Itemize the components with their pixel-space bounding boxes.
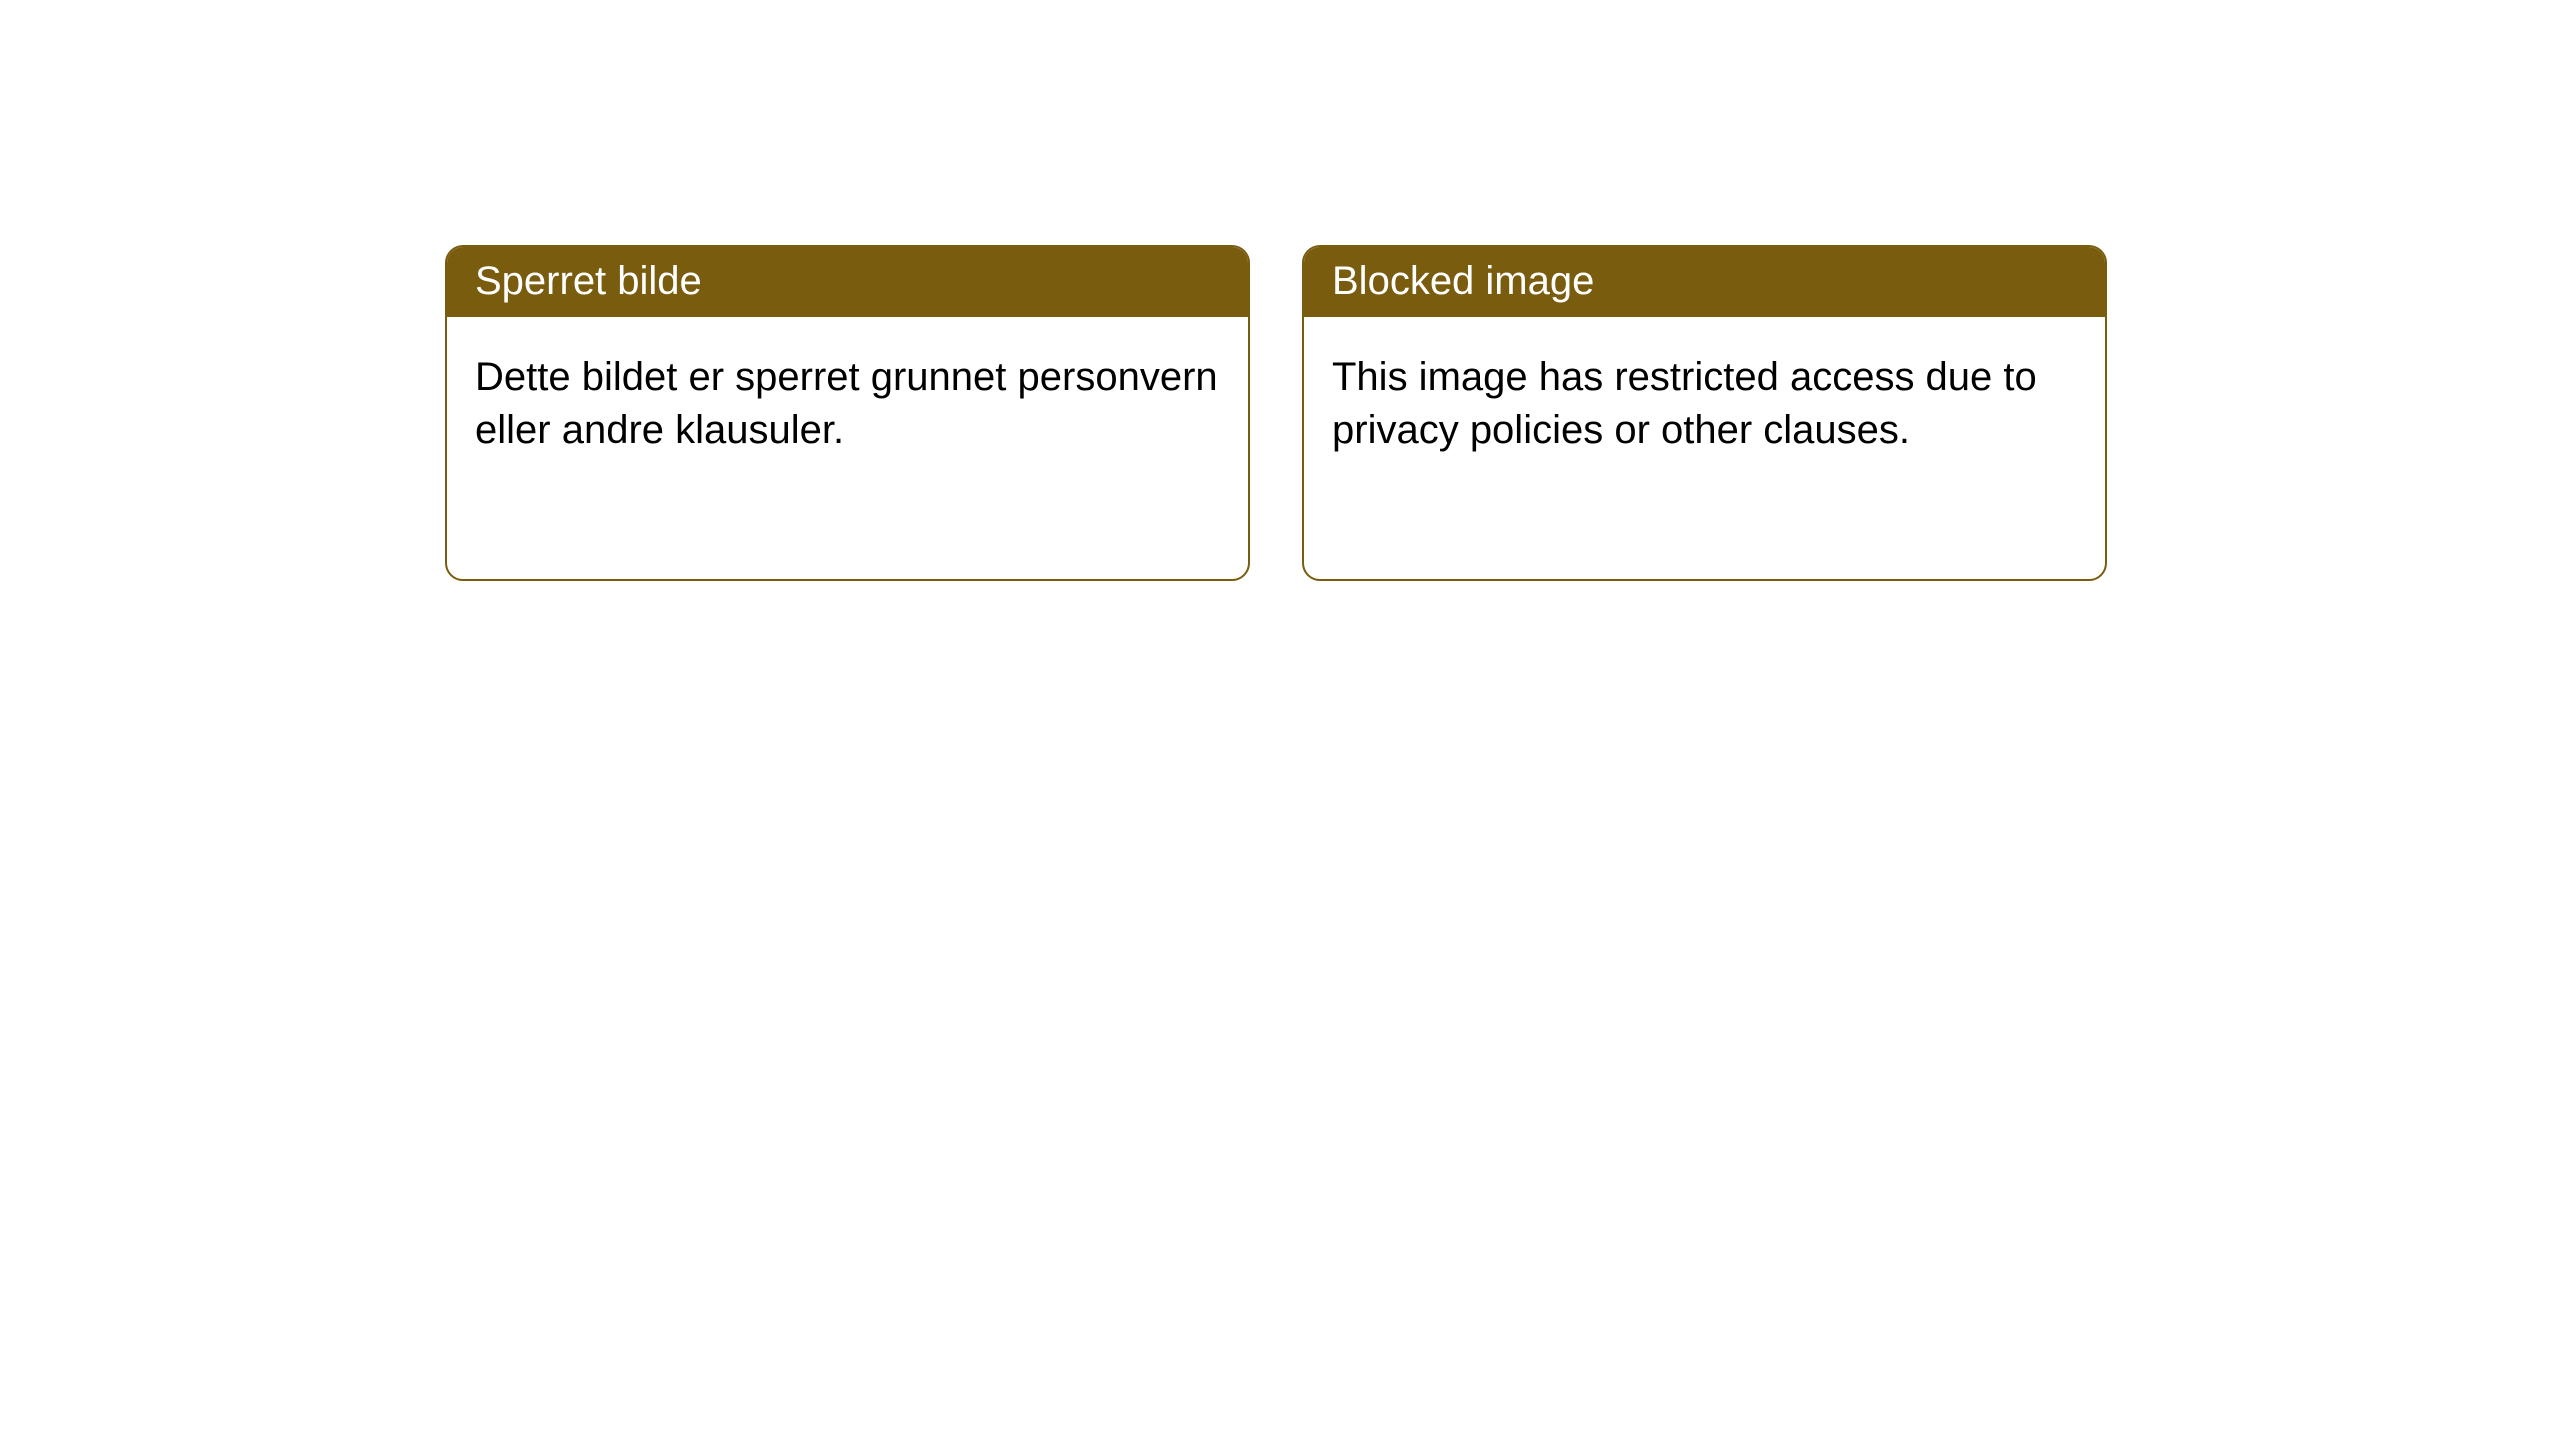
panel-body: Dette bildet er sperret grunnet personve… [447,317,1248,491]
panel-header: Blocked image [1304,247,2105,317]
blocked-image-panel-en: Blocked image This image has restricted … [1302,245,2107,581]
panels-container: Sperret bilde Dette bildet er sperret gr… [0,0,2560,581]
blocked-image-panel-no: Sperret bilde Dette bildet er sperret gr… [445,245,1250,581]
panel-header: Sperret bilde [447,247,1248,317]
panel-body: This image has restricted access due to … [1304,317,2105,491]
